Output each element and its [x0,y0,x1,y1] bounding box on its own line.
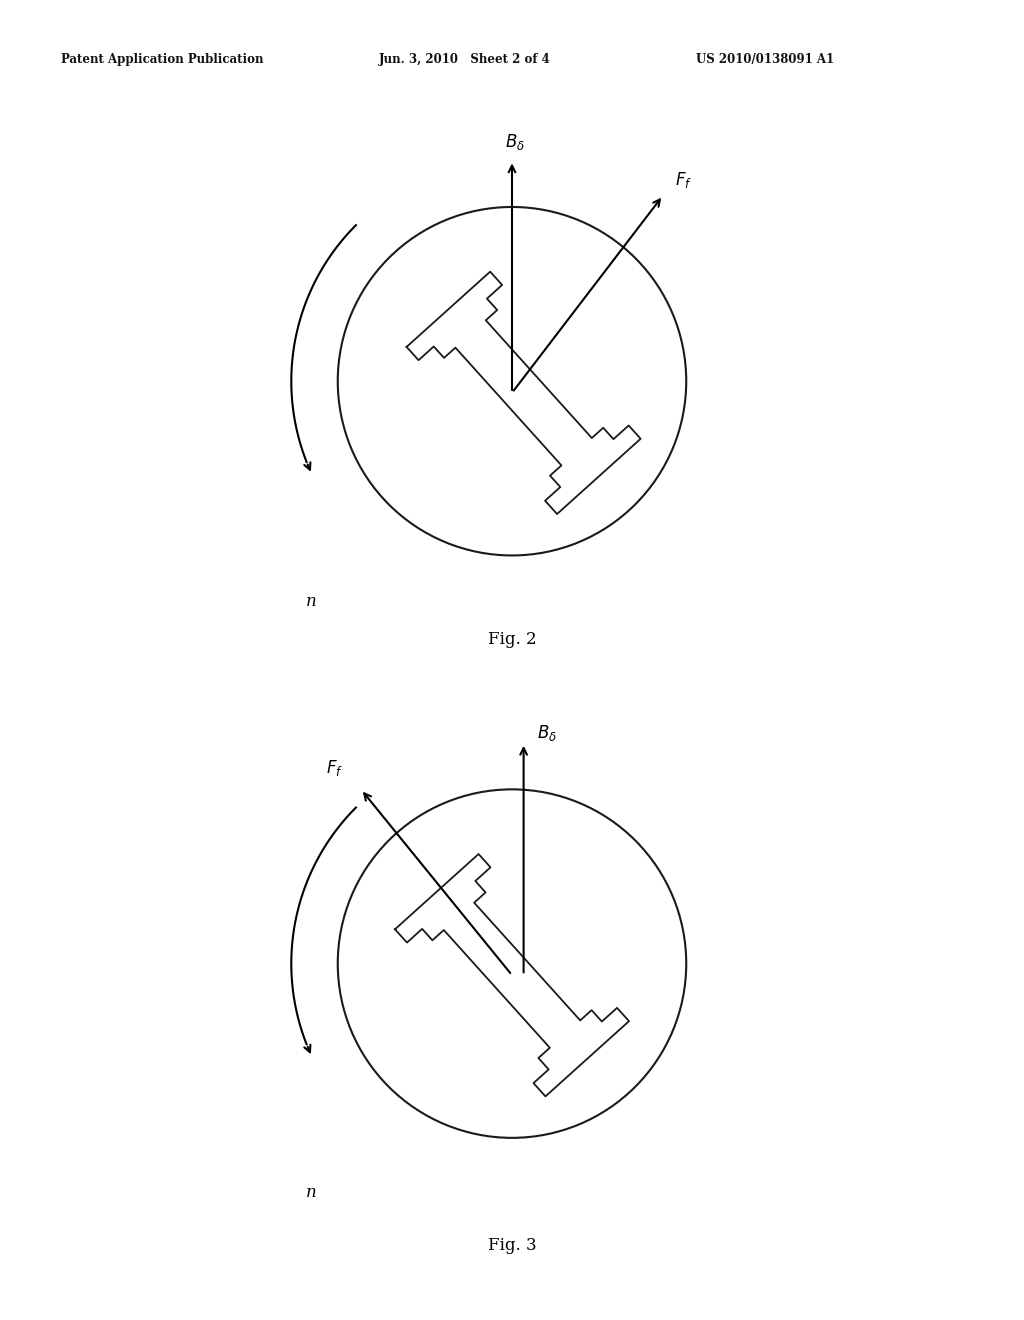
Text: Fig. 3: Fig. 3 [487,1237,537,1254]
Text: Fig. 2: Fig. 2 [487,631,537,648]
Text: Patent Application Publication: Patent Application Publication [61,53,264,66]
Text: Jun. 3, 2010   Sheet 2 of 4: Jun. 3, 2010 Sheet 2 of 4 [379,53,551,66]
Text: $F_f$: $F_f$ [675,169,692,190]
Text: n: n [306,1184,317,1201]
Text: n: n [306,593,317,610]
Text: $B_\delta$: $B_\delta$ [537,723,557,743]
Text: $B_\delta$: $B_\delta$ [505,132,525,152]
Text: $F_f$: $F_f$ [327,758,343,777]
Text: US 2010/0138091 A1: US 2010/0138091 A1 [696,53,835,66]
